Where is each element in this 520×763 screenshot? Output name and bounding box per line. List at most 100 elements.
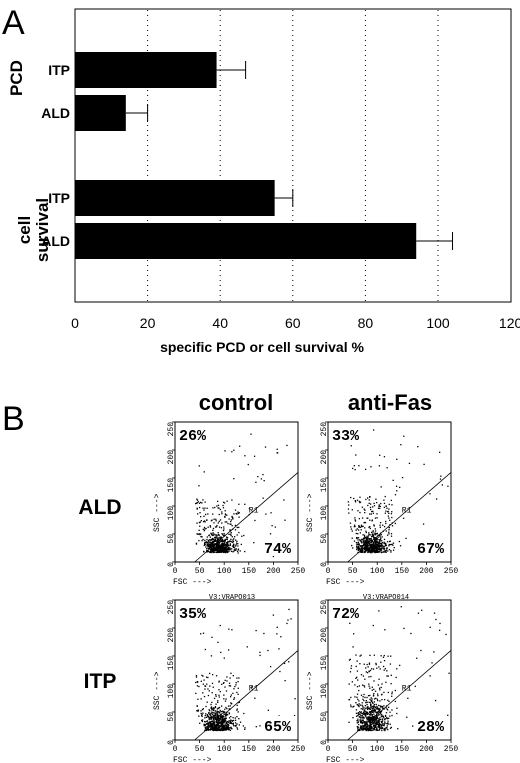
scatter-point (375, 663, 377, 666)
scatter-point (361, 704, 363, 706)
scatter-point (358, 711, 361, 713)
scatter-point (366, 720, 368, 723)
scatter-point (203, 720, 206, 723)
scatter-point (376, 727, 378, 730)
scatter-point (217, 550, 220, 552)
scatter-point (356, 660, 358, 662)
scatter-point (357, 537, 359, 539)
scatter-point (373, 729, 375, 731)
scatter-point (357, 510, 359, 512)
x-tick-label: 200 (419, 745, 434, 754)
scatter-point (206, 701, 208, 703)
scatter-point (355, 541, 358, 544)
scatter-point (363, 540, 365, 542)
scatter-point (226, 543, 228, 545)
scatter-point (219, 508, 222, 511)
scatter-point (373, 549, 376, 552)
scatter-point (392, 542, 395, 544)
scatter-point (380, 727, 382, 730)
scatter-point (358, 700, 360, 702)
scatter-point (224, 700, 227, 702)
scatter-point (401, 476, 404, 479)
scatter-point (364, 545, 366, 547)
scatter-point (359, 496, 361, 498)
scatter-point (365, 707, 367, 709)
scatter-point (213, 708, 215, 710)
scatter-point (213, 729, 216, 731)
scatter-point (363, 710, 365, 712)
scatter-point (361, 541, 363, 543)
x-axis-label: FSC ---> (173, 756, 212, 763)
scatter-point (373, 525, 376, 527)
scatter-point (369, 654, 371, 657)
scatter-point (368, 707, 370, 709)
percent-bg (330, 603, 364, 621)
scatter-point (367, 701, 369, 703)
scatter-point (383, 705, 385, 707)
scatter-point (368, 539, 370, 541)
scatter-point (370, 466, 372, 468)
scatter-point (210, 711, 213, 713)
scatter-point (217, 534, 220, 536)
scatter-point (223, 502, 226, 504)
scatter-point (230, 523, 232, 525)
scatter-point (212, 546, 214, 548)
scatter-point (373, 720, 375, 723)
scatter-point (358, 517, 361, 520)
scatter-point (232, 518, 234, 520)
scatter-point (220, 710, 223, 713)
scatter-point (357, 541, 359, 543)
scatter-point (364, 537, 366, 539)
scatter-point (363, 699, 365, 702)
scatter-point (224, 549, 227, 551)
scatter-point (381, 693, 383, 695)
x-axis-label: FSC ---> (326, 578, 365, 587)
scatter-point (244, 503, 246, 505)
scatter-point (223, 543, 226, 545)
scatter-point (388, 508, 390, 510)
scatter-point (206, 547, 208, 550)
scatter-point (216, 713, 219, 715)
scatter-point (215, 727, 218, 729)
y-axis-label: SSC ---> (306, 493, 315, 532)
scatter-point (215, 712, 217, 715)
scatter-point (363, 728, 365, 730)
scatter-point (228, 548, 230, 551)
scatter-point (214, 706, 217, 709)
scatter-point (206, 543, 209, 546)
scatter-point (370, 707, 372, 709)
scatter-point (379, 536, 381, 538)
scatter-point (212, 549, 214, 552)
scatter-point (385, 549, 387, 552)
scatter-point (219, 726, 221, 728)
scatter-point (221, 717, 224, 719)
group-label-pcd: PCD (7, 60, 26, 96)
scatter-point (375, 724, 377, 727)
scatter-point (369, 540, 371, 542)
scatter-point (357, 539, 359, 541)
scatter-point (367, 517, 369, 519)
plot-id-control: V3:VRAPO013 (209, 594, 255, 602)
scatter-point (362, 729, 364, 731)
scatter-point (382, 524, 384, 526)
scatter-point (216, 714, 219, 716)
y-tick-label: 200 (320, 628, 329, 643)
scatter-point (200, 680, 202, 682)
scatter-point (377, 723, 379, 725)
scatter-point (237, 693, 239, 695)
scatter-point (228, 713, 231, 715)
scatter-point (391, 714, 393, 717)
scatter-point (210, 549, 212, 551)
scatter-point (226, 537, 229, 539)
scatter-point (364, 509, 366, 511)
scatter-point (233, 688, 235, 690)
scatter-point (223, 718, 225, 720)
scatter-point (218, 551, 221, 553)
scatter-point (365, 539, 367, 541)
scatter-point (385, 707, 387, 709)
scatter-point (380, 715, 382, 717)
scatter-point (227, 649, 230, 651)
scatter-point (369, 698, 371, 701)
